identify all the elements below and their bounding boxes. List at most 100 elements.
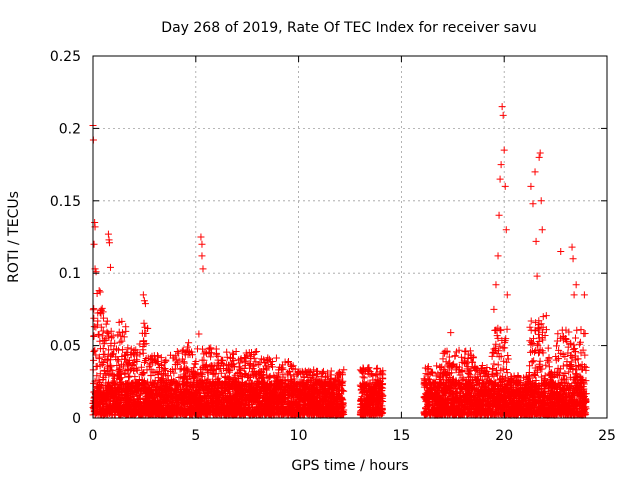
data-point — [108, 388, 116, 396]
data-point — [133, 400, 141, 408]
data-point — [161, 367, 169, 375]
data-point — [272, 354, 280, 362]
data-point — [176, 392, 184, 400]
data-point — [191, 395, 199, 403]
data-point — [180, 359, 188, 367]
data-point — [113, 398, 121, 406]
data-point — [90, 347, 98, 355]
data-point — [166, 382, 174, 390]
data-point — [150, 379, 158, 387]
data-point — [158, 383, 166, 391]
data-point — [145, 410, 153, 418]
data-point — [206, 384, 214, 392]
data-point — [92, 409, 100, 417]
data-point — [197, 382, 205, 390]
data-point — [132, 409, 140, 417]
data-point — [102, 400, 110, 408]
data-point — [96, 378, 104, 386]
data-point — [142, 329, 150, 337]
data-point — [433, 362, 441, 370]
data-point — [99, 314, 107, 322]
data-point — [107, 363, 115, 371]
data-point — [208, 362, 216, 370]
data-point — [182, 348, 190, 356]
data-point — [103, 317, 111, 325]
data-point — [207, 362, 215, 370]
data-point — [98, 332, 106, 340]
data-point — [174, 396, 182, 404]
data-point — [172, 378, 180, 386]
data-point — [100, 340, 108, 348]
data-point — [187, 390, 195, 398]
data-point — [207, 344, 215, 352]
data-point — [223, 353, 231, 361]
data-point — [137, 363, 145, 371]
data-point — [94, 395, 102, 403]
data-point — [198, 356, 206, 364]
data-point — [118, 337, 126, 345]
data-point — [182, 378, 190, 386]
data-point — [162, 357, 170, 365]
data-point — [200, 350, 208, 358]
data-point — [196, 387, 204, 395]
data-point — [93, 382, 101, 390]
data-point — [103, 328, 111, 336]
data-point — [181, 385, 189, 393]
data-point — [115, 365, 123, 373]
data-point — [178, 347, 186, 355]
data-point — [104, 362, 112, 370]
data-point — [139, 369, 147, 377]
data-point — [142, 380, 150, 388]
data-point — [133, 365, 141, 373]
data-point — [206, 366, 214, 374]
data-point — [126, 407, 134, 415]
data-point — [114, 331, 122, 339]
data-point — [118, 381, 126, 389]
data-point — [120, 333, 128, 341]
data-point — [95, 384, 103, 392]
data-points — [89, 103, 590, 419]
data-point — [176, 409, 184, 417]
data-point — [155, 363, 163, 371]
data-point — [151, 356, 159, 364]
data-point — [95, 355, 103, 363]
data-point — [151, 386, 159, 394]
data-point — [156, 401, 164, 409]
data-point — [256, 359, 264, 367]
data-point — [199, 378, 207, 386]
data-point — [181, 370, 189, 378]
data-point — [140, 358, 148, 366]
data-point — [198, 372, 206, 380]
data-point — [205, 349, 213, 357]
data-point — [209, 402, 217, 410]
data-point — [93, 372, 101, 380]
data-point — [145, 384, 153, 392]
data-point — [99, 375, 107, 383]
data-point — [198, 397, 206, 405]
data-point — [102, 390, 110, 398]
data-point — [147, 372, 155, 380]
data-point — [96, 337, 104, 345]
data-point — [177, 388, 185, 396]
data-point — [125, 387, 133, 395]
data-point — [166, 391, 174, 399]
data-point — [99, 327, 107, 335]
data-point — [127, 351, 135, 359]
data-point — [168, 366, 176, 374]
data-point — [128, 387, 136, 395]
data-point — [116, 338, 124, 346]
data-point — [174, 383, 182, 391]
data-point — [99, 351, 107, 359]
data-point — [140, 369, 148, 377]
data-point — [104, 329, 112, 337]
data-point — [147, 392, 155, 400]
data-point — [149, 368, 157, 376]
data-point — [202, 409, 210, 417]
data-point — [194, 383, 202, 391]
data-point — [195, 393, 203, 401]
data-point — [192, 406, 200, 414]
data-point — [123, 348, 131, 356]
data-point — [172, 352, 180, 360]
data-point — [186, 373, 194, 381]
data-point — [150, 352, 158, 360]
